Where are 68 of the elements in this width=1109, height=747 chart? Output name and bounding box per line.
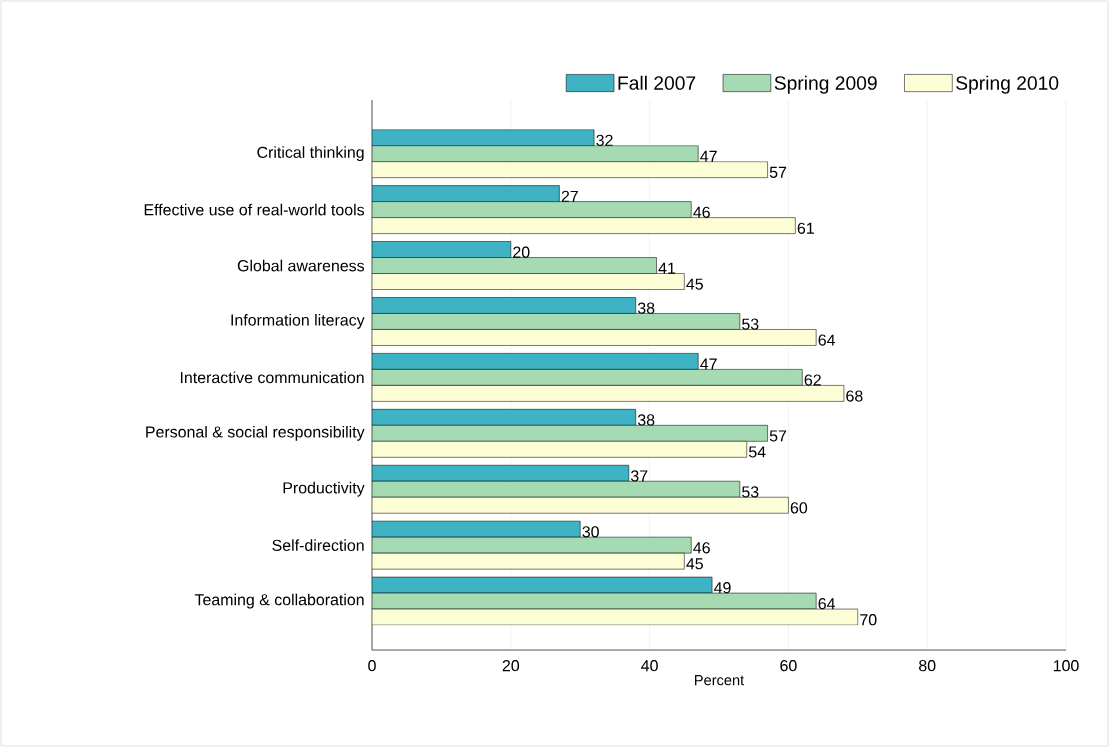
bar <box>372 520 581 538</box>
legend-label: Spring 2010 <box>956 75 1059 94</box>
data-label: 45 <box>686 558 703 570</box>
bar <box>372 241 512 258</box>
data-label: 64 <box>818 598 836 610</box>
bar <box>372 273 685 290</box>
data-label: 53 <box>742 486 759 498</box>
bar <box>372 385 845 402</box>
data-label: 60 <box>790 502 808 514</box>
data-label: 47 <box>700 150 717 162</box>
data-label: 47 <box>700 358 717 370</box>
data-label: 30 <box>582 526 599 538</box>
bar <box>372 297 636 314</box>
y-tick-label: Critical thinking <box>257 146 364 162</box>
data-label: 27 <box>561 190 578 202</box>
data-label: 68 <box>846 390 863 402</box>
x-tick-label: 60 <box>780 660 797 672</box>
bar <box>372 496 789 514</box>
y-tick-label: Teaming & collaboration <box>194 593 364 609</box>
bar <box>372 425 768 442</box>
bar <box>372 353 699 370</box>
y-tick-label: Effective use of real-world tools <box>144 203 365 216</box>
bar <box>372 464 630 482</box>
y-tick-label: Productivity <box>283 481 365 497</box>
data-label: 20 <box>513 246 530 258</box>
y-tick-label: Personal & social responsibility <box>146 425 365 441</box>
bar <box>372 409 636 426</box>
x-tick-label: 20 <box>502 660 520 672</box>
data-label: 57 <box>769 430 787 442</box>
data-label: 37 <box>630 470 648 482</box>
x-tick-label: 0 <box>368 660 376 672</box>
data-label: 38 <box>637 414 655 426</box>
bar <box>372 441 748 458</box>
bar <box>372 369 803 386</box>
x-tick-label: 100 <box>1053 660 1079 672</box>
x-tick-label: 40 <box>641 660 658 672</box>
bar <box>372 313 741 330</box>
y-tick-label: Global awareness <box>237 259 365 272</box>
bar <box>372 161 768 178</box>
bar <box>372 329 817 346</box>
data-label: 70 <box>860 614 877 626</box>
data-label: 32 <box>596 134 613 146</box>
data-label: 53 <box>742 318 759 330</box>
x-tick-label: 80 <box>919 660 936 672</box>
data-label: 54 <box>749 446 766 458</box>
bar <box>372 480 741 498</box>
data-label: 64 <box>818 334 836 346</box>
y-tick-label: Interactive communication <box>180 371 364 384</box>
data-label: 49 <box>714 582 731 594</box>
bar <box>372 217 796 234</box>
legend-label: Spring 2009 <box>774 75 877 94</box>
bar <box>372 145 699 162</box>
x-axis-title: Percent <box>695 675 745 686</box>
data-label: 61 <box>797 222 814 234</box>
data-label: 46 <box>693 542 710 554</box>
data-label: 57 <box>769 166 787 178</box>
bar <box>372 129 595 146</box>
data-label: 41 <box>658 262 676 274</box>
y-tick-label: Self-direction <box>272 539 364 551</box>
data-label: 45 <box>686 278 703 290</box>
data-label: 62 <box>804 374 821 386</box>
data-label: 38 <box>637 302 655 314</box>
bar <box>372 185 560 202</box>
bar <box>372 257 657 274</box>
bar <box>372 201 692 218</box>
data-label: 46 <box>693 206 710 218</box>
y-tick-label: Information literacy <box>231 314 365 329</box>
legend-label: Fall 2007 <box>618 75 696 90</box>
